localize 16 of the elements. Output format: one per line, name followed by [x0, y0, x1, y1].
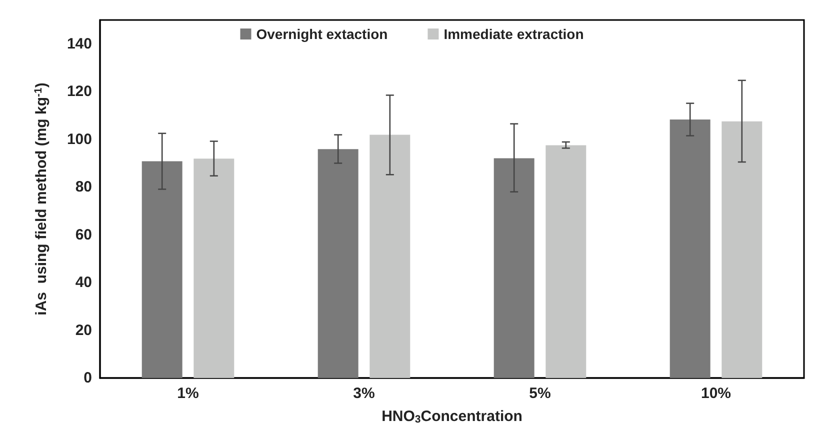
- y-tick-label: 0: [84, 370, 92, 386]
- y-tick-label: 20: [75, 322, 92, 339]
- y-tick-label: 140: [66, 35, 92, 52]
- legend-label: Overnight extaction: [256, 26, 388, 42]
- legend-label: Immediate extraction: [444, 26, 584, 42]
- y-axis-title: iAs using field method (mg kg-1): [32, 82, 50, 316]
- x-axis-title: HNO3Concentration: [382, 408, 522, 426]
- x-tick-label: 5%: [529, 385, 551, 402]
- y-tick-label: 80: [75, 178, 92, 196]
- x-tick-label: 3%: [353, 385, 375, 402]
- x-tick-label: 10%: [700, 385, 732, 402]
- y-tick-label: 40: [75, 274, 92, 292]
- x-tick-label: 1%: [177, 385, 199, 402]
- y-tick-label: 100: [66, 130, 92, 148]
- y-tick-label: 60: [75, 226, 92, 244]
- y-tick-label: 120: [66, 83, 92, 100]
